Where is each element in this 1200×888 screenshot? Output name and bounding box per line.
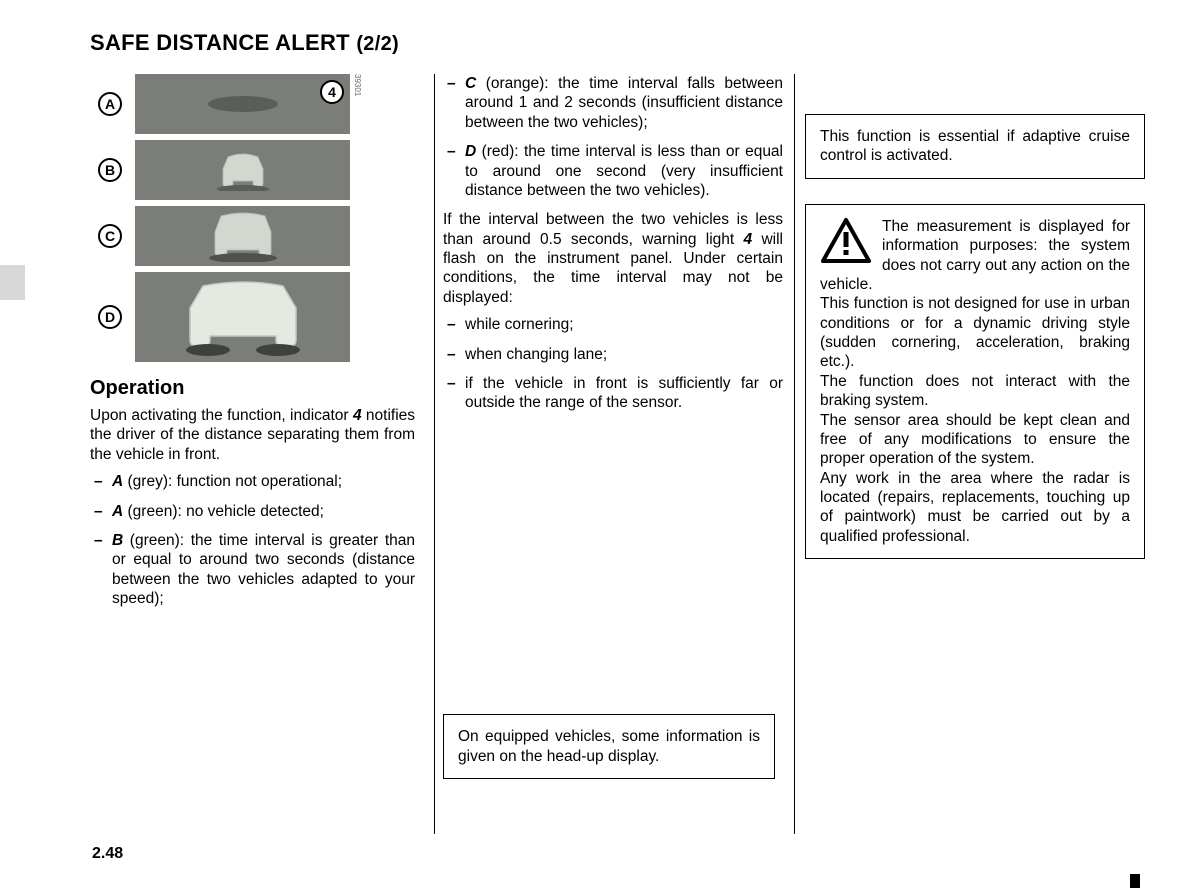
cruise-note-text: This function is essential if adaptive c…	[820, 128, 1130, 164]
hud-note-box: On equipped vehicles, some infor­mation …	[443, 714, 775, 779]
panel-b: B	[135, 140, 350, 200]
hud-note-text: On equipped vehicles, some infor­mation …	[458, 728, 760, 764]
column-3: This function is essential if adaptive c…	[795, 74, 1145, 834]
warning-triangle-icon	[820, 217, 872, 265]
panel-c: C	[135, 206, 350, 266]
item-key: A	[112, 503, 123, 520]
column-1: 39301 A 4 B	[90, 74, 435, 834]
column-2: C (orange): the time interval falls betw…	[435, 74, 795, 834]
badge-b: B	[98, 158, 122, 182]
panel-b-car-icon	[213, 149, 273, 191]
badge-d: D	[98, 305, 122, 329]
item-text: (orange): the time interval falls betwee…	[465, 75, 783, 131]
warning-text: The measurement is dis­played for inform…	[820, 218, 1130, 545]
operation-intro: Upon activating the function, indicator …	[90, 406, 415, 464]
col2-list-bot: while cornering; when changing lane; if …	[443, 315, 783, 413]
item-key: A	[112, 473, 123, 490]
col2-list-top: C (orange): the time interval falls betw…	[443, 74, 783, 200]
panel-a: A 4	[135, 74, 350, 134]
list-item: C (orange): the time interval falls betw…	[443, 74, 783, 132]
item-text: (green): the time interval is greater th…	[112, 532, 415, 607]
item-text: (grey): function not operational;	[123, 473, 342, 490]
panel-a-blur-icon	[203, 94, 283, 114]
item-text: when changing lane;	[465, 346, 607, 363]
cruise-note-box: This function is essential if adaptive c…	[805, 114, 1145, 179]
list-item: when changing lane;	[443, 345, 783, 364]
para-a: If the interval between the two vehicles…	[443, 211, 783, 247]
intro-part-a: Upon activating the function, indicator	[90, 407, 353, 424]
title-main: SAFE DISTANCE ALERT	[90, 30, 356, 55]
distance-diagram: 39301 A 4 B	[100, 74, 350, 362]
panel-d: D	[135, 272, 350, 362]
item-text: (red): the time interval is less than or…	[465, 143, 783, 199]
col1-list: A (grey): function not operational; A (g…	[90, 472, 415, 608]
panel-c-car-icon	[203, 210, 283, 262]
item-key: C	[465, 75, 476, 92]
list-item: D (red): the time interval is less than …	[443, 142, 783, 200]
item-key: B	[112, 532, 123, 549]
page-title: SAFE DISTANCE ALERT (2/2)	[90, 30, 1150, 56]
list-item: if the vehicle in front is sufficiently …	[443, 374, 783, 413]
warning-box: The measurement is dis­played for inform…	[805, 204, 1145, 559]
list-item: A (green): no vehicle detected;	[90, 502, 415, 521]
image-code: 39301	[353, 74, 362, 96]
operation-heading: Operation	[90, 377, 415, 400]
badge-4: 4	[320, 80, 344, 104]
item-key: D	[465, 143, 476, 160]
col2-para: If the interval between the two vehicles…	[443, 210, 783, 307]
para-ref-4: 4	[744, 231, 753, 248]
intro-ref-4: 4	[353, 407, 362, 424]
list-item: B (green): the time interval is greater …	[90, 531, 415, 609]
title-sub: (2/2)	[356, 33, 399, 55]
badge-c: C	[98, 224, 122, 248]
page-number: 2.48	[92, 845, 123, 863]
item-text: while cornering;	[465, 316, 574, 333]
list-item: A (grey): function not operational;	[90, 472, 415, 491]
badge-a: A	[98, 92, 122, 116]
item-text: (green): no vehicle detected;	[123, 503, 324, 520]
corner-mark	[1130, 874, 1140, 888]
list-item: while cornering;	[443, 315, 783, 334]
panel-d-car-icon	[178, 278, 308, 356]
item-text: if the vehicle in front is sufficiently …	[465, 375, 783, 411]
side-tab	[0, 265, 25, 300]
